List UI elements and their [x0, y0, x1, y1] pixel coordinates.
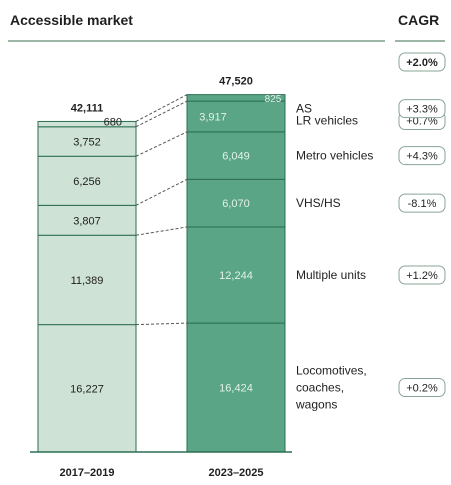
legend-label-line: AS: [296, 102, 312, 116]
cagr-header: CAGR: [398, 12, 440, 28]
bar-segment: [186, 131, 286, 180]
data-label: 3,917: [199, 111, 227, 123]
data-label: 6,256: [73, 176, 101, 188]
cagr-value: +3.3%: [406, 104, 438, 116]
bar-segment: [186, 226, 286, 324]
cagr-value-total: +2.0%: [406, 57, 438, 69]
legend-label-line: wagons: [295, 398, 337, 412]
cagr-badge: [398, 99, 446, 119]
category-label: 2023–2025: [208, 467, 263, 479]
cagr-badge: [398, 378, 446, 398]
connector-line: [135, 322, 188, 326]
data-label: 11,389: [71, 275, 104, 287]
data-label: 825: [265, 94, 282, 105]
data-label: 16,227: [70, 383, 104, 395]
legend-label-line: VHS/HS: [296, 196, 341, 210]
connector-line: [135, 94, 188, 122]
data-label: 3,752: [73, 137, 101, 149]
legend-label-line: Multiple units: [296, 268, 366, 282]
cagr-value: +1.2%: [406, 270, 438, 282]
category-label: 2017–2019: [59, 467, 114, 479]
connector-line: [135, 100, 188, 128]
cagr-rule: [395, 40, 445, 42]
bar-segment: [186, 178, 286, 228]
total-label: 47,520: [219, 76, 253, 88]
legend-label: Multiple units: [296, 268, 366, 282]
legend-label: AS: [296, 102, 312, 116]
cagr-badge-total: [398, 52, 446, 72]
cagr-value: +4.3%: [406, 151, 438, 163]
total-label: 42,111: [71, 102, 103, 114]
data-label: 3,807: [73, 215, 101, 227]
cagr-badge: [398, 193, 446, 213]
title-rule: [8, 40, 385, 42]
legend-label: VHS/HS: [296, 196, 341, 210]
chart-title: Accessible market: [10, 12, 133, 28]
bar-segment: [37, 234, 137, 326]
bar-segment: [186, 100, 286, 133]
data-label: 16,424: [219, 383, 253, 395]
legend-label-line: Locomotives,: [296, 364, 367, 378]
cagr-value: -8.1%: [408, 198, 437, 210]
data-label: 680: [104, 116, 122, 128]
bar-segment: [37, 324, 137, 453]
legend-label-line: LR vehicles: [296, 113, 358, 127]
cagr-badge: [398, 265, 446, 285]
connector-line: [135, 178, 188, 206]
data-label: 6,070: [222, 198, 250, 210]
legend-label-line: Metro vehicles: [296, 149, 373, 163]
bar-segment: [37, 120, 137, 128]
legend-label-line: coaches,: [296, 381, 344, 395]
bar-segment: [37, 126, 137, 157]
legend-label: Metro vehicles: [296, 149, 373, 163]
cagr-value: +0.2%: [406, 383, 438, 395]
cagr-badge: [398, 146, 446, 166]
connector-line: [135, 131, 188, 157]
cagr-value: +0.7%: [406, 115, 438, 127]
bar-segment: [37, 155, 137, 206]
connector-line: [135, 226, 188, 236]
legend-label: Locomotives, coaches, wagons: [295, 364, 367, 412]
data-label: 12,244: [219, 270, 253, 282]
bar-segment: [186, 94, 286, 102]
legend-label: LR vehicles: [296, 113, 358, 127]
data-label: 6,049: [222, 151, 250, 163]
bar-segment: [186, 322, 286, 453]
